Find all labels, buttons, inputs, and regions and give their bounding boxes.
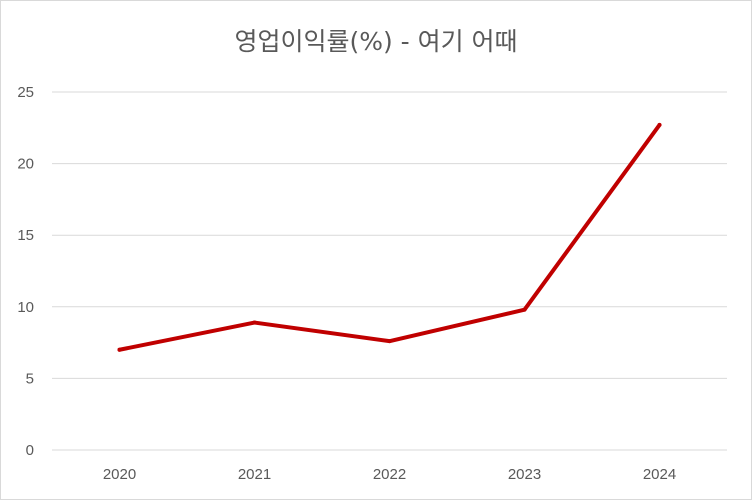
x-tick-label: 2023: [508, 466, 541, 483]
x-tick-label: 2024: [643, 466, 676, 483]
data-point: [252, 320, 257, 325]
y-tick-label: 15: [17, 227, 34, 244]
chart-title: 영업이익률(%) - 여기 어때: [234, 27, 518, 56]
data-point: [657, 122, 662, 127]
data-point: [117, 347, 122, 352]
y-tick-label: 25: [17, 84, 34, 101]
y-tick-label: 0: [26, 442, 34, 459]
gridlines: [52, 91, 727, 451]
y-axis: 0 5 10 15 20 25: [17, 84, 34, 459]
x-tick-label: 2021: [238, 466, 271, 483]
y-tick-label: 10: [17, 299, 34, 316]
y-tick-label: 5: [26, 370, 34, 387]
series-line: [117, 122, 662, 352]
y-tick-label: 20: [17, 156, 34, 173]
x-tick-label: 2022: [373, 466, 406, 483]
data-point: [522, 307, 527, 312]
series-group: [117, 122, 662, 352]
x-tick-label: 2020: [103, 466, 136, 483]
data-point: [387, 339, 392, 344]
x-axis: 2020 2021 2022 2023 2024: [103, 466, 676, 483]
